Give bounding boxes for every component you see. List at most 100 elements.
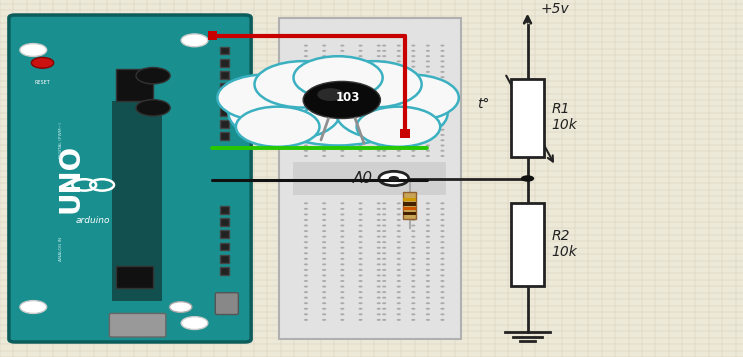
Circle shape — [377, 263, 381, 265]
Circle shape — [426, 241, 430, 243]
Circle shape — [441, 219, 444, 221]
Circle shape — [397, 308, 401, 310]
Circle shape — [412, 263, 415, 265]
Circle shape — [340, 113, 345, 115]
Circle shape — [397, 150, 401, 152]
Bar — [220, 255, 229, 263]
Circle shape — [377, 297, 381, 299]
Circle shape — [304, 219, 308, 221]
Circle shape — [382, 291, 386, 293]
Circle shape — [304, 97, 308, 99]
Circle shape — [358, 275, 363, 276]
Circle shape — [426, 66, 430, 67]
Circle shape — [397, 97, 401, 99]
Text: RESET: RESET — [35, 80, 51, 85]
Bar — [116, 266, 153, 288]
Circle shape — [377, 129, 381, 131]
Circle shape — [382, 269, 386, 271]
Circle shape — [322, 87, 326, 89]
Circle shape — [441, 230, 444, 232]
Circle shape — [441, 129, 444, 131]
Circle shape — [441, 297, 444, 299]
Circle shape — [340, 81, 345, 84]
Circle shape — [382, 150, 386, 152]
Circle shape — [358, 81, 363, 84]
Circle shape — [358, 319, 363, 321]
Circle shape — [340, 291, 345, 293]
Circle shape — [236, 107, 319, 147]
Circle shape — [412, 150, 415, 152]
Circle shape — [322, 97, 326, 99]
Circle shape — [363, 75, 459, 121]
Circle shape — [322, 219, 326, 221]
Circle shape — [304, 66, 308, 67]
Circle shape — [322, 155, 326, 157]
Circle shape — [322, 150, 326, 152]
Circle shape — [322, 302, 326, 304]
Circle shape — [340, 102, 345, 105]
Text: R2: R2 — [551, 228, 570, 243]
Circle shape — [382, 45, 386, 47]
Circle shape — [322, 76, 326, 78]
Circle shape — [382, 155, 386, 157]
Circle shape — [340, 50, 345, 52]
Circle shape — [322, 118, 326, 120]
Circle shape — [426, 313, 430, 315]
Text: t°: t° — [477, 96, 490, 111]
Circle shape — [382, 60, 386, 62]
Circle shape — [304, 124, 308, 125]
Circle shape — [441, 275, 444, 276]
Circle shape — [441, 92, 444, 94]
Circle shape — [358, 208, 363, 210]
Circle shape — [340, 225, 345, 227]
Circle shape — [340, 275, 345, 276]
Circle shape — [441, 60, 444, 62]
Circle shape — [412, 92, 415, 94]
Circle shape — [441, 66, 444, 67]
Circle shape — [377, 247, 381, 249]
Circle shape — [340, 124, 345, 125]
Circle shape — [304, 269, 308, 271]
Circle shape — [358, 247, 363, 249]
Circle shape — [521, 175, 534, 182]
Circle shape — [340, 230, 345, 232]
Text: 10k: 10k — [551, 245, 577, 259]
Circle shape — [358, 150, 363, 152]
Circle shape — [441, 113, 444, 115]
Circle shape — [340, 236, 345, 238]
Circle shape — [426, 71, 430, 73]
Circle shape — [382, 139, 386, 141]
Circle shape — [426, 286, 430, 288]
Circle shape — [412, 313, 415, 315]
Circle shape — [441, 150, 444, 152]
Circle shape — [217, 75, 314, 121]
Circle shape — [382, 302, 386, 304]
Circle shape — [397, 219, 401, 221]
Circle shape — [412, 81, 415, 84]
Bar — [220, 230, 229, 238]
Circle shape — [322, 139, 326, 141]
FancyBboxPatch shape — [9, 15, 251, 342]
Circle shape — [377, 225, 381, 227]
Circle shape — [412, 297, 415, 299]
FancyBboxPatch shape — [109, 313, 166, 337]
Circle shape — [382, 97, 386, 99]
Circle shape — [340, 208, 345, 210]
Circle shape — [340, 258, 345, 260]
Circle shape — [304, 291, 308, 293]
Circle shape — [340, 150, 345, 152]
Circle shape — [304, 213, 308, 215]
Circle shape — [426, 113, 430, 115]
Circle shape — [340, 252, 345, 254]
Circle shape — [397, 286, 401, 288]
Circle shape — [322, 230, 326, 232]
Circle shape — [382, 208, 386, 210]
Circle shape — [322, 108, 326, 110]
Circle shape — [412, 275, 415, 276]
Circle shape — [377, 150, 381, 152]
Circle shape — [397, 241, 401, 243]
FancyBboxPatch shape — [215, 293, 239, 315]
Circle shape — [358, 236, 363, 238]
Circle shape — [358, 55, 363, 57]
Circle shape — [322, 213, 326, 215]
